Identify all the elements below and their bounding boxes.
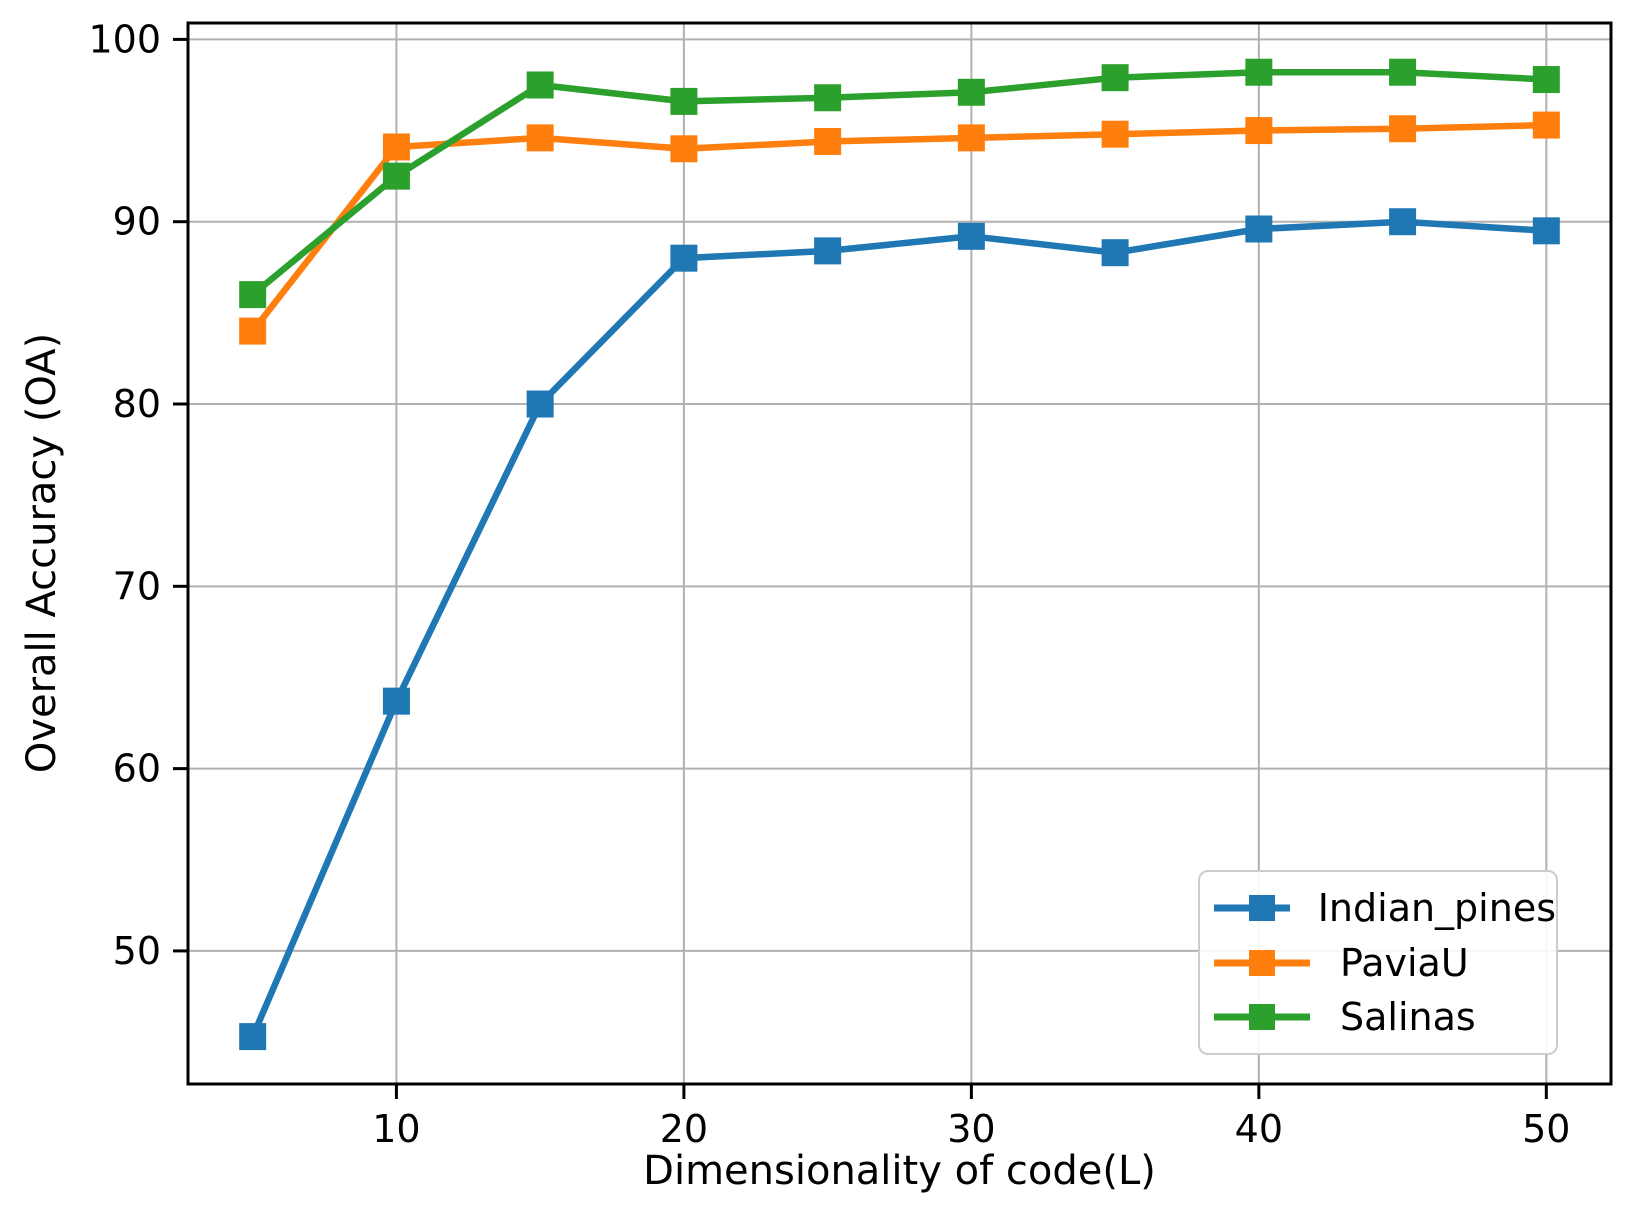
x-tick-label: 10 — [372, 1107, 420, 1151]
data-marker-Indian_pines — [239, 1023, 267, 1051]
data-marker-Indian_pines — [1101, 239, 1129, 267]
data-marker-PaviaU — [957, 124, 985, 152]
data-marker-Salinas — [526, 71, 554, 99]
data-marker-PaviaU — [1101, 120, 1129, 148]
data-marker-Salinas — [382, 162, 410, 190]
data-marker-Salinas — [1101, 64, 1129, 92]
data-marker-Salinas — [1532, 66, 1560, 94]
data-marker-Indian_pines — [1245, 215, 1273, 243]
data-marker-Indian_pines — [1389, 208, 1417, 236]
data-marker-Salinas — [1245, 58, 1273, 86]
data-marker-Indian_pines — [814, 237, 842, 265]
y-axis-label: Overall Accuracy (OA) — [19, 332, 65, 774]
y-tick-label: 90 — [113, 200, 161, 244]
data-marker-PaviaU — [1245, 117, 1273, 145]
y-tick-label: 70 — [113, 564, 161, 608]
series-line-Indian_pines — [249, 218, 1550, 1040]
legend-item-Salinas: Salinas — [1212, 998, 1556, 1036]
data-marker-Salinas — [957, 78, 985, 106]
legend-swatch-icon — [1214, 949, 1310, 976]
legend-swatch-icon — [1214, 894, 1290, 921]
legend-item-Indian_pines: Indian_pines — [1212, 889, 1556, 927]
data-marker-PaviaU — [1532, 111, 1560, 139]
x-tick-label: 40 — [1235, 1107, 1283, 1151]
data-marker-Salinas — [239, 281, 267, 309]
x-tick-label: 30 — [947, 1107, 995, 1151]
x-axis-label: Dimensionality of code(L) — [643, 1148, 1156, 1194]
data-marker-Indian_pines — [382, 687, 410, 715]
legend-label: Salinas — [1340, 995, 1476, 1040]
data-marker-PaviaU — [239, 317, 267, 345]
legend-swatch-icon — [1214, 1004, 1310, 1031]
data-marker-PaviaU — [814, 127, 842, 155]
data-marker-Indian_pines — [957, 222, 985, 250]
data-marker-Indian_pines — [526, 390, 554, 418]
y-tick-label: 100 — [88, 17, 161, 61]
data-marker-PaviaU — [670, 135, 698, 163]
data-marker-Salinas — [814, 84, 842, 112]
x-tick-label: 20 — [660, 1107, 708, 1151]
legend: Indian_pines PaviaU Salinas — [1198, 870, 1558, 1055]
legend-label: PaviaU — [1340, 940, 1469, 985]
series-line-Salinas — [249, 68, 1550, 298]
x-tick-label: 50 — [1522, 1107, 1570, 1151]
data-marker-PaviaU — [382, 133, 410, 161]
data-marker-Indian_pines — [670, 244, 698, 272]
y-tick-label: 50 — [113, 929, 161, 973]
data-marker-Indian_pines — [1532, 217, 1560, 245]
axes-frame — [186, 21, 1613, 1086]
data-marker-PaviaU — [1389, 115, 1417, 143]
data-marker-Salinas — [1389, 58, 1417, 86]
legend-item-PaviaU: PaviaU — [1212, 944, 1556, 982]
series-line-PaviaU — [249, 121, 1550, 335]
y-tick-label: 60 — [113, 747, 161, 791]
data-marker-Salinas — [670, 87, 698, 115]
y-tick-label: 80 — [113, 382, 161, 426]
data-marker-PaviaU — [526, 124, 554, 152]
legend-label: Indian_pines — [1317, 885, 1556, 930]
